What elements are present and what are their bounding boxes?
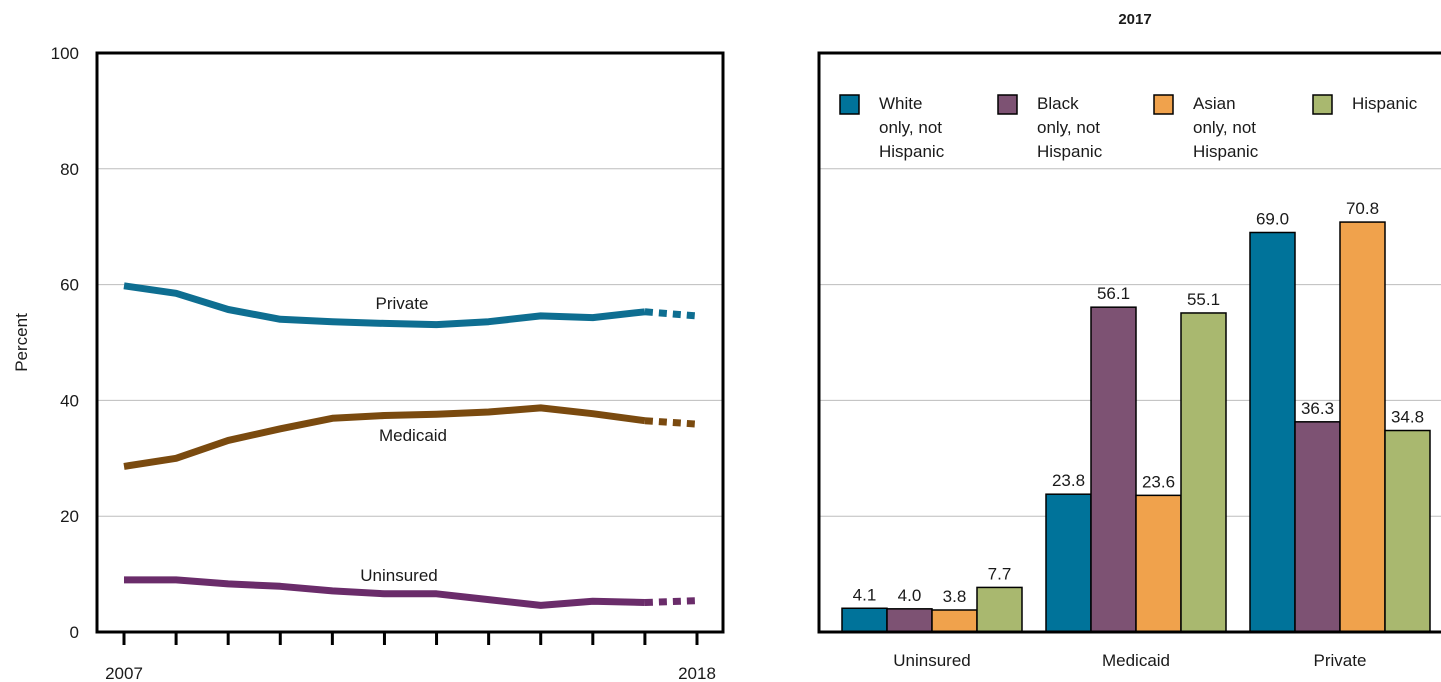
legend-label: Black	[1037, 94, 1079, 113]
x-tick-label: 2007	[105, 664, 143, 682]
bar	[1384, 429, 1431, 633]
y-tick-label: 60	[60, 276, 79, 295]
series-line-private	[123, 282, 646, 329]
bar	[1339, 221, 1386, 633]
legend-label: Hispanic	[1193, 142, 1259, 161]
legend-swatch	[1312, 94, 1333, 115]
plot-frame	[95, 51, 725, 634]
legend-swatch	[997, 94, 1018, 115]
legend-background	[823, 80, 1437, 166]
bar-value-label: 23.8	[1052, 471, 1085, 490]
series-projection-uninsured	[644, 597, 698, 606]
bar	[931, 609, 978, 633]
y-tick-label: 100	[51, 44, 79, 63]
y-tick-label: 0	[70, 623, 79, 642]
series-projection-medicaid	[644, 417, 698, 428]
y-tick-label: 80	[60, 160, 79, 179]
x-tick-label: 2018	[678, 664, 716, 682]
bar	[1135, 494, 1182, 633]
legend-label: Hispanic	[879, 142, 945, 161]
series-line-uninsured	[124, 576, 645, 609]
legend-label: Hispanic	[1352, 94, 1418, 113]
bar-value-label: 3.8	[943, 587, 967, 606]
category-label: Private	[1314, 651, 1367, 670]
bar-value-label: 4.1	[853, 585, 877, 604]
bar-value-label: 69.0	[1256, 209, 1289, 228]
series-label-uninsured: Uninsured	[360, 566, 438, 585]
series-label-medicaid: Medicaid	[379, 426, 447, 445]
legend-label: only, not	[1193, 118, 1256, 137]
y-axis-label: Percent	[12, 313, 31, 372]
y-tick-label: 20	[60, 507, 79, 526]
legend-swatch	[1153, 94, 1174, 115]
legend-label: White	[879, 94, 922, 113]
series-projection-private	[644, 308, 698, 320]
bar	[1090, 306, 1137, 633]
category-label: Medicaid	[1102, 651, 1170, 670]
line-chart: 0 20 40 60 80 100 Percent Private Medicaid Uninsu…	[12, 44, 725, 682]
category-label: Uninsured	[893, 651, 971, 670]
legend-swatch	[839, 94, 860, 115]
bar-value-label: 55.1	[1187, 290, 1220, 309]
legend-label: only, not	[879, 118, 942, 137]
plot-frame	[817, 51, 1441, 634]
bar	[1294, 421, 1341, 633]
bar	[1249, 231, 1296, 633]
legend-label: only, not	[1037, 118, 1100, 137]
bar-value-label: 34.8	[1391, 408, 1424, 427]
legend-label: Asian	[1193, 94, 1236, 113]
series-label-private: Private	[376, 294, 429, 313]
chart-title: 2017	[1118, 11, 1151, 28]
bar	[886, 608, 933, 633]
bar-value-label: 70.8	[1346, 199, 1379, 218]
bar-chart: 2017 White only, not Hispanic Black only, not…	[817, 11, 1441, 670]
bar-value-label: 36.3	[1301, 399, 1334, 418]
series-line-medicaid	[123, 404, 646, 470]
bar	[841, 607, 888, 633]
bar	[1045, 493, 1092, 633]
bar	[976, 586, 1023, 633]
bar-value-label: 7.7	[988, 564, 1012, 583]
y-tick-label: 40	[60, 391, 79, 410]
bar-value-label: 56.1	[1097, 284, 1130, 303]
bar-value-label: 4.0	[898, 586, 922, 605]
legend-label: Hispanic	[1037, 142, 1103, 161]
bar	[1180, 312, 1227, 633]
bar-value-label: 23.6	[1142, 472, 1175, 491]
